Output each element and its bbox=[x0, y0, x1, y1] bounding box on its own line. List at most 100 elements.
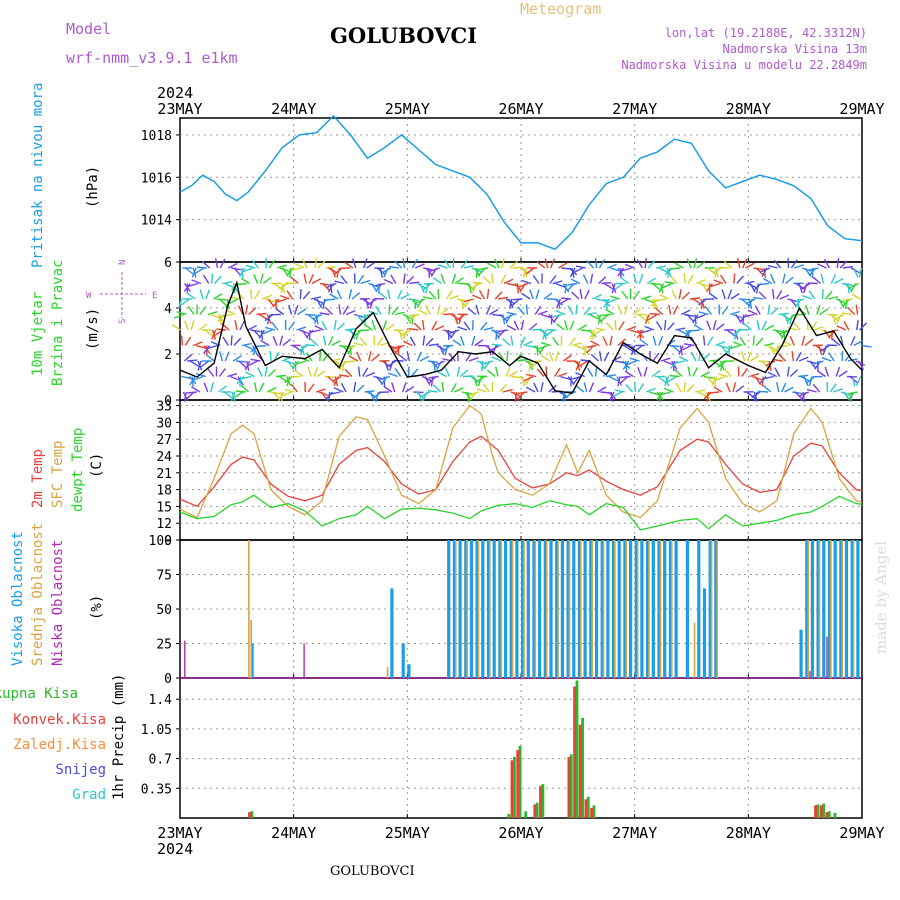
pressure-ytick-label: 1014 bbox=[141, 214, 172, 229]
wind-arrow bbox=[213, 293, 223, 300]
wind-arrow bbox=[817, 263, 827, 269]
wind-arrow bbox=[191, 386, 201, 393]
wind-arrow bbox=[733, 273, 736, 284]
cloud-bar-0 bbox=[805, 540, 809, 678]
wind-arrow bbox=[836, 325, 847, 331]
wind-arrow bbox=[637, 366, 643, 377]
wind-arrow bbox=[279, 294, 290, 300]
wind-arrow bbox=[443, 344, 454, 347]
wind-arrow bbox=[575, 385, 585, 393]
precip-bar-0 bbox=[575, 680, 579, 818]
wind-arrow bbox=[532, 328, 543, 331]
elevation-label: Nadmorska Visina 13m bbox=[723, 42, 868, 56]
wind-arrow bbox=[234, 320, 238, 331]
wind-arrow bbox=[256, 312, 267, 316]
wind-arrow bbox=[657, 375, 667, 384]
wind-arrow bbox=[413, 322, 422, 331]
wind-arrow bbox=[652, 282, 661, 291]
cloud-bar-0 bbox=[833, 540, 837, 678]
wind-arrow bbox=[540, 341, 551, 347]
wind-arrow bbox=[291, 267, 302, 271]
wind-arrow bbox=[715, 341, 725, 347]
wind-arrow bbox=[222, 280, 233, 285]
cloud-bar-2 bbox=[826, 636, 828, 678]
wind-arrow bbox=[842, 298, 853, 302]
cloud-bar-0 bbox=[407, 664, 411, 678]
wind-arrow bbox=[698, 311, 709, 316]
cloud-bar-0 bbox=[856, 540, 860, 678]
wind-arrow bbox=[356, 351, 362, 362]
wind-arrow bbox=[713, 386, 723, 393]
wind-arrow bbox=[478, 267, 489, 271]
wind-arrow bbox=[373, 375, 384, 380]
wind-arrow bbox=[794, 391, 803, 400]
wind-arrow bbox=[315, 388, 326, 393]
wind-arrow bbox=[214, 275, 222, 284]
wind-arrow bbox=[651, 369, 661, 378]
cloud-bar-0 bbox=[549, 540, 553, 678]
wind-arrow bbox=[664, 319, 667, 331]
wind-arrow bbox=[528, 360, 532, 371]
wind-arrow bbox=[312, 313, 323, 320]
temp-ylabel-3: dewpt Temp bbox=[70, 428, 86, 512]
precip-bar-1 bbox=[819, 805, 823, 818]
wind-arrow bbox=[502, 314, 506, 325]
wind-arrow bbox=[502, 338, 511, 347]
wind-arrow bbox=[668, 304, 672, 315]
wind-arrow bbox=[617, 376, 621, 387]
wind-arrow bbox=[700, 371, 711, 378]
wind-arrow bbox=[812, 383, 821, 393]
wind-arrow bbox=[772, 358, 783, 362]
wind-arrow bbox=[776, 382, 780, 393]
wind-arrow bbox=[687, 366, 691, 377]
wind-arrow bbox=[253, 345, 257, 356]
wind-arrow bbox=[694, 389, 705, 393]
wind-arrow bbox=[272, 391, 281, 400]
wind-arrow bbox=[189, 376, 196, 386]
wind-arrow bbox=[544, 258, 549, 269]
wind-arrow bbox=[540, 313, 551, 319]
wind-arrow bbox=[451, 273, 457, 284]
wind-arrow bbox=[259, 273, 264, 284]
wind-arrow bbox=[738, 328, 749, 331]
wind-arrow bbox=[675, 383, 682, 393]
wind-arrow bbox=[519, 336, 526, 346]
wind-arrow bbox=[356, 314, 364, 323]
wind-arrow bbox=[429, 267, 440, 272]
wind-arrow bbox=[532, 274, 540, 284]
wind-arrow bbox=[376, 336, 384, 346]
temperature-ytick-label: 15 bbox=[156, 500, 172, 515]
wind-arrow bbox=[383, 385, 393, 393]
wind-arrow bbox=[512, 266, 523, 269]
wind-arrow bbox=[195, 267, 205, 274]
wind-arrow bbox=[506, 282, 517, 287]
wind-arrow bbox=[683, 273, 686, 284]
wind-arrow bbox=[435, 360, 445, 366]
wind-arrow bbox=[710, 282, 721, 288]
wind-arrow bbox=[756, 283, 759, 294]
cloud-bar-1 bbox=[716, 540, 718, 678]
wind-arrow bbox=[355, 329, 360, 340]
precip-bar-1 bbox=[510, 760, 514, 818]
wind-arrow bbox=[367, 298, 377, 306]
wind-arrow bbox=[795, 351, 802, 362]
wind-arrow bbox=[499, 383, 507, 393]
wind-arrow bbox=[594, 257, 598, 269]
wind-arrow bbox=[447, 329, 450, 341]
wind-arrow bbox=[364, 390, 375, 393]
wind-arrow bbox=[554, 367, 561, 377]
wind-arrow bbox=[643, 298, 654, 304]
wind-arrow bbox=[586, 344, 597, 348]
cloud-bar-1 bbox=[693, 622, 696, 678]
wind-arrow bbox=[612, 391, 623, 398]
wind-arrow bbox=[861, 344, 872, 348]
wind-arrow bbox=[760, 360, 770, 369]
wind-arrow bbox=[786, 366, 790, 377]
cloud-bar-0 bbox=[816, 540, 820, 678]
wind-arrow bbox=[851, 293, 861, 300]
precip-bar-1 bbox=[567, 756, 571, 818]
wind-arrow bbox=[408, 298, 419, 302]
wind-arrow bbox=[296, 308, 307, 316]
precip-bar-0 bbox=[822, 803, 825, 818]
wind-arrow bbox=[409, 313, 420, 317]
